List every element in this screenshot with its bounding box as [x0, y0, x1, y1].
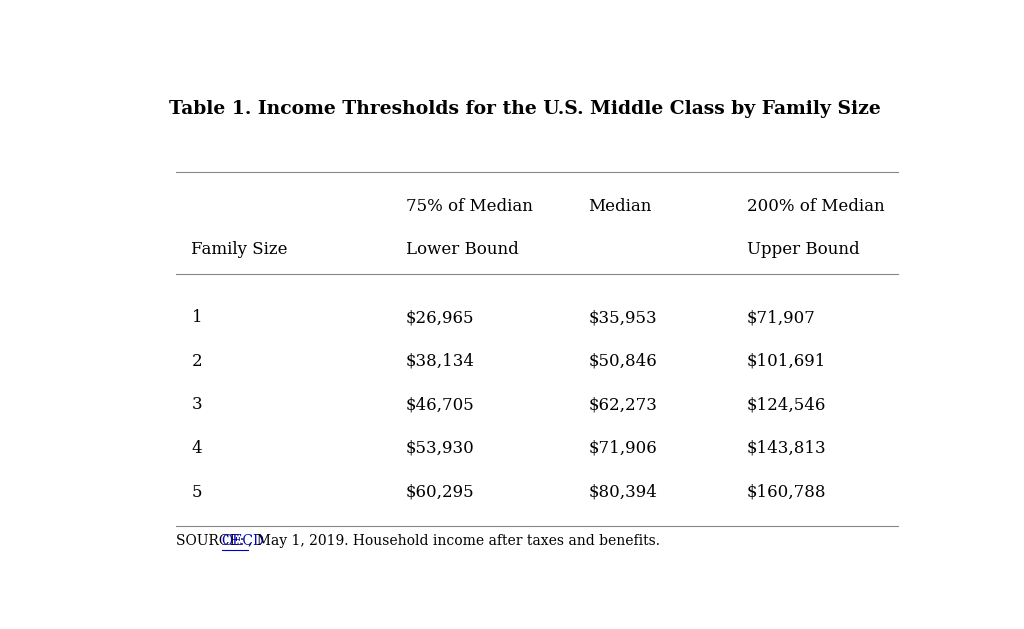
Text: Table 1. Income Thresholds for the U.S. Middle Class by Family Size: Table 1. Income Thresholds for the U.S. … [169, 99, 881, 118]
Text: Lower Bound: Lower Bound [406, 242, 518, 259]
Text: $60,295: $60,295 [406, 484, 474, 501]
Text: Median: Median [588, 198, 651, 214]
Text: 5: 5 [191, 484, 202, 501]
Text: $53,930: $53,930 [406, 440, 474, 457]
Text: $101,691: $101,691 [748, 353, 826, 370]
Text: OECD: OECD [221, 533, 264, 548]
Text: $46,705: $46,705 [406, 396, 474, 413]
Text: Family Size: Family Size [191, 242, 288, 259]
Text: Upper Bound: Upper Bound [748, 242, 859, 259]
Text: $71,907: $71,907 [748, 309, 816, 326]
Text: 1: 1 [191, 309, 202, 326]
Text: SOURCE:: SOURCE: [176, 533, 248, 548]
Text: $62,273: $62,273 [588, 396, 657, 413]
Text: $160,788: $160,788 [748, 484, 826, 501]
Text: $71,906: $71,906 [588, 440, 657, 457]
Text: 3: 3 [191, 396, 202, 413]
Text: 200% of Median: 200% of Median [748, 198, 885, 214]
Text: 75% of Median: 75% of Median [406, 198, 532, 214]
Text: 2: 2 [191, 353, 202, 370]
Text: $80,394: $80,394 [588, 484, 657, 501]
Text: $143,813: $143,813 [748, 440, 826, 457]
Text: $38,134: $38,134 [406, 353, 475, 370]
Text: , May 1, 2019. Household income after taxes and benefits.: , May 1, 2019. Household income after ta… [248, 533, 659, 548]
Text: $50,846: $50,846 [588, 353, 657, 370]
Text: $124,546: $124,546 [748, 396, 826, 413]
Text: $35,953: $35,953 [588, 309, 657, 326]
Text: $26,965: $26,965 [406, 309, 474, 326]
Text: 4: 4 [191, 440, 202, 457]
